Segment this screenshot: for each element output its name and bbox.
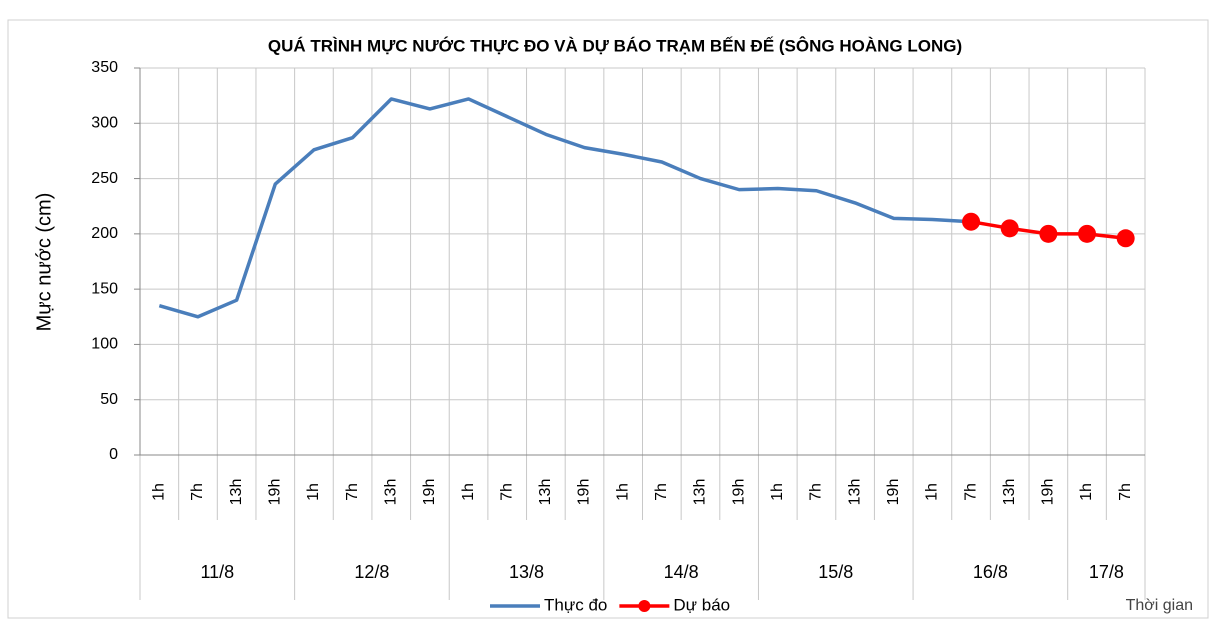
x-tick-label: 7h: [962, 483, 979, 501]
x-tick-label: 1h: [924, 483, 941, 501]
y-tick-label: 300: [91, 115, 118, 132]
legend-label: Dự báo: [673, 595, 730, 614]
x-tick-label: 13h: [537, 479, 554, 506]
y-tick-label: 100: [91, 336, 118, 353]
x-tick-label: 7h: [808, 483, 825, 501]
point: [1000, 219, 1019, 238]
x-tick-label: 19h: [1040, 479, 1057, 506]
x-tick-label: 7h: [344, 483, 361, 501]
x-tick-label: 13h: [228, 479, 245, 506]
x-tick-label: 19h: [576, 479, 593, 506]
point: [962, 212, 981, 231]
x-tick-label: 1h: [1078, 483, 1095, 501]
x-tick-label: 13h: [382, 479, 399, 506]
y-tick-label: 50: [100, 391, 118, 408]
x-tick-label: 1h: [460, 483, 477, 501]
x-group-label: 15/8: [818, 562, 853, 582]
y-tick-label: 250: [91, 170, 118, 187]
y-tick-label: 200: [91, 225, 118, 242]
point: [1078, 224, 1097, 243]
x-tick-label: 13h: [1001, 479, 1018, 506]
y-tick-label: 350: [91, 59, 118, 76]
y-axis-label: Mực nước (cm): [33, 193, 55, 332]
x-tick-label: 1h: [151, 483, 168, 501]
chart-title: QUÁ TRÌNH MỰC NƯỚC THỰC ĐO VÀ DỰ BÁO TRẠ…: [268, 36, 962, 55]
x-group-label: 16/8: [973, 562, 1008, 582]
x-group-label: 11/8: [200, 562, 234, 582]
x-tick-label: 7h: [653, 483, 670, 501]
point: [1039, 224, 1058, 243]
x-axis-label: Thời gian: [1126, 597, 1193, 614]
x-group-label: 17/8: [1089, 562, 1124, 582]
chart-frame: [7, 19, 1209, 619]
x-tick-label: 19h: [267, 479, 284, 506]
x-tick-label: 7h: [189, 483, 206, 501]
y-tick-label: 150: [91, 280, 118, 297]
x-tick-label: 19h: [421, 479, 438, 506]
x-tick-label: 7h: [1117, 483, 1134, 501]
x-tick-label: 13h: [846, 479, 863, 506]
x-tick-label: 7h: [498, 483, 515, 501]
x-tick-label: 13h: [692, 479, 709, 506]
x-group-label: 12/8: [354, 562, 389, 582]
x-group-label: 14/8: [664, 562, 699, 582]
x-tick-label: 1h: [305, 483, 322, 501]
x-tick-label: 1h: [769, 483, 786, 501]
point: [1116, 229, 1135, 248]
legend-marker: [638, 600, 651, 612]
y-tick-label: 0: [109, 446, 118, 463]
x-tick-label: 19h: [885, 479, 902, 506]
x-group-label: 13/8: [509, 562, 544, 582]
legend-label: Thực đo: [544, 595, 607, 614]
series-line: [158, 97, 972, 319]
x-tick-label: 19h: [730, 479, 747, 506]
x-tick-label: 1h: [614, 483, 631, 501]
